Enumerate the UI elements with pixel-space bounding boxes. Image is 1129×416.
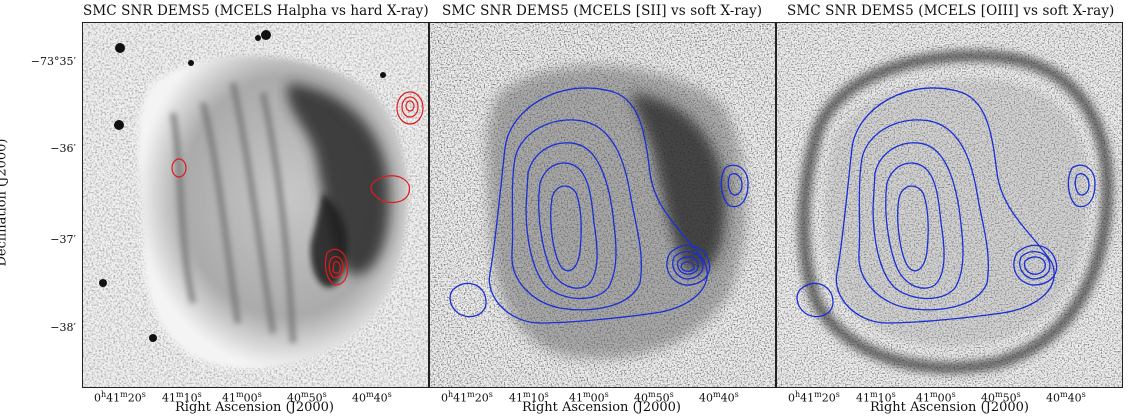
x-tick-label: 0h41m20s bbox=[788, 390, 840, 405]
x-tick-label: 41m00s bbox=[569, 390, 609, 405]
x-tick-label: 40m40s bbox=[699, 390, 739, 405]
x-tick-label: 41m10s bbox=[856, 390, 896, 405]
panel-2-title: SMC SNR DEMS5 (MCELS [SII] vs soft X-ray… bbox=[442, 3, 763, 19]
x-tick-label: 40m50s bbox=[634, 390, 674, 405]
x-tick-label: 40m40s bbox=[352, 390, 392, 405]
x-tick-label: 41m00s bbox=[222, 390, 262, 405]
x-axis-label: Right Ascension (J2000) bbox=[175, 400, 335, 415]
x-tick-label: 40m50s bbox=[981, 390, 1021, 405]
x-tick-label: 41m10s bbox=[509, 390, 549, 405]
y-tick-label: −36′ bbox=[50, 142, 76, 155]
panel-3-title: SMC SNR DEMS5 (MCELS [OIII] vs soft X-ra… bbox=[787, 3, 1115, 19]
x-tick-label: 0h41m20s bbox=[94, 390, 146, 405]
y-tick-label: −38′ bbox=[50, 321, 76, 334]
panel-sii-image bbox=[429, 22, 776, 388]
x-tick-label: 41m10s bbox=[162, 390, 202, 405]
x-tick-label: 40m50s bbox=[287, 390, 327, 405]
panel-oiii-image bbox=[776, 22, 1123, 388]
x-axis-label: Right Ascension (J2000) bbox=[522, 400, 682, 415]
x-tick-label: 41m00s bbox=[916, 390, 956, 405]
y-tick-label: −37′ bbox=[50, 233, 76, 246]
y-axis-label: Declination (J2000) bbox=[0, 138, 10, 267]
x-tick-label: 40m40s bbox=[1046, 390, 1086, 405]
panel-1-title: SMC SNR DEMS5 (MCELS Halpha vs hard X-ra… bbox=[83, 3, 429, 19]
panel-halpha-image bbox=[82, 22, 429, 388]
y-tick-label: −73°35′ bbox=[30, 55, 76, 68]
x-tick-label: 0h41m20s bbox=[441, 390, 493, 405]
x-axis-label: Right Ascension (J2000) bbox=[870, 400, 1030, 415]
